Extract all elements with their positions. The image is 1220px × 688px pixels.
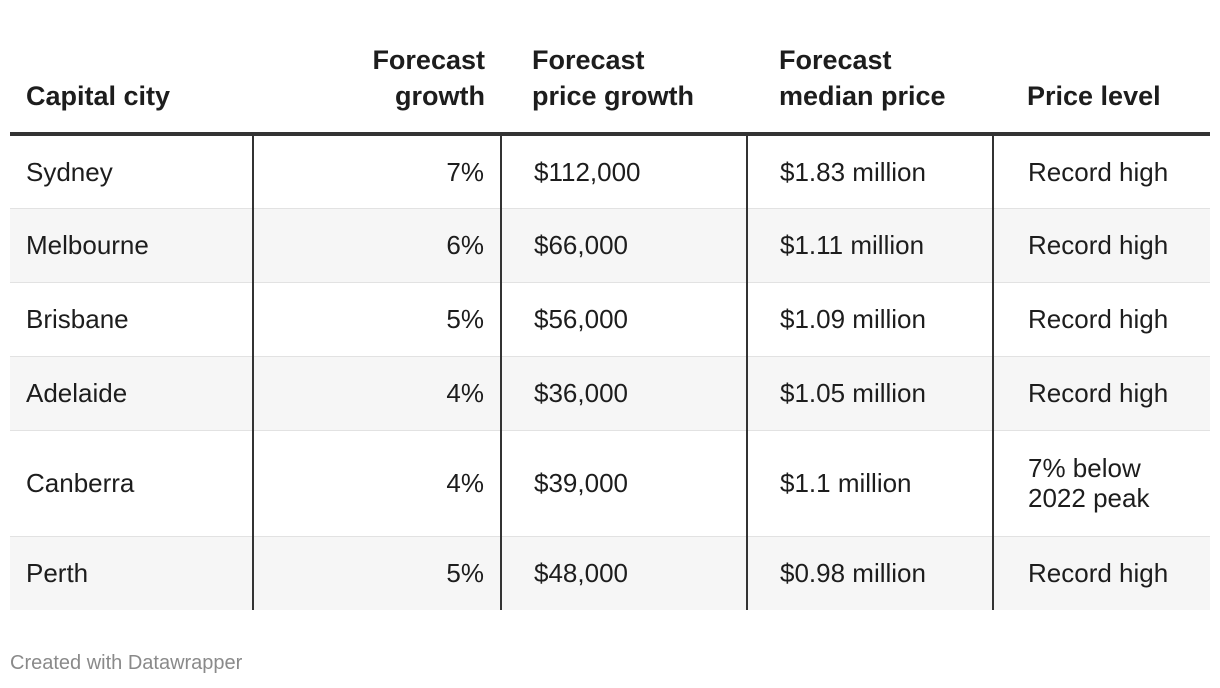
price-level-line: 7% below (1028, 453, 1141, 483)
cell-median-price: $1.09 million (747, 282, 994, 357)
cell-growth: 6% (253, 208, 502, 283)
cell-price-level: Record high (993, 536, 1210, 610)
header-price-level-line2: Price level (1027, 81, 1161, 111)
header-forecast-median-price-line2: median price (779, 81, 946, 111)
table-row: Melbourne 6% $66,000 $1.11 million Recor… (10, 208, 1210, 283)
header-forecast-growth-line1: Forecast (372, 45, 485, 75)
header-forecast-price-growth: Forecast price growth (501, 0, 747, 136)
cell-city: Melbourne (10, 208, 254, 283)
data-table-container: Capital city Forecast growth Forecast pr… (10, 0, 1210, 610)
price-level-line: Record high (1028, 156, 1169, 187)
cell-growth: 5% (253, 282, 502, 357)
cell-price-growth: $56,000 (501, 282, 748, 357)
header-price-level: Price level (993, 0, 1210, 136)
cell-city: Sydney (10, 134, 254, 209)
cell-price-growth: $39,000 (501, 430, 748, 537)
datawrapper-credit: Created with Datawrapper (10, 652, 243, 674)
price-level-line: Record high (1028, 230, 1169, 260)
table-row: Sydney 7% $112,000 $1.83 million Record … (10, 134, 1210, 209)
cell-city: Canberra (10, 430, 254, 537)
cell-price-level: Record high (993, 282, 1210, 357)
header-forecast-median-price: Forecast median price (747, 0, 993, 136)
price-level-line: Record high (1028, 558, 1169, 589)
cell-price-growth: $112,000 (501, 134, 748, 209)
header-capital-city-line2: Capital city (26, 81, 171, 111)
table-row: Perth 5% $48,000 $0.98 million Record hi… (10, 536, 1210, 610)
cell-growth: 4% (253, 430, 502, 537)
header-forecast-price-growth-line1: Forecast (532, 45, 645, 75)
table-row: Adelaide 4% $36,000 $1.05 million Record… (10, 356, 1210, 431)
cell-growth: 7% (253, 134, 502, 209)
cell-median-price: $1.05 million (747, 356, 994, 431)
cell-city: Adelaide (10, 356, 254, 431)
cell-price-growth: $36,000 (501, 356, 748, 431)
data-table: Capital city Forecast growth Forecast pr… (10, 0, 1210, 610)
cell-city: Brisbane (10, 282, 254, 357)
cell-price-growth: $66,000 (501, 208, 748, 283)
header-forecast-price-growth-line2: price growth (532, 81, 695, 111)
table-row: Brisbane 5% $56,000 $1.09 million Record… (10, 282, 1210, 357)
cell-median-price: $1.1 million (747, 430, 994, 537)
table-row: Canberra 4% $39,000 $1.1 million 7% belo… (10, 430, 1210, 537)
header-row: Capital city Forecast growth Forecast pr… (10, 0, 1210, 136)
cell-price-level: Record high (993, 356, 1210, 431)
table-header: Capital city Forecast growth Forecast pr… (10, 0, 1210, 136)
price-level-line: 2022 peak (1028, 483, 1150, 513)
header-capital-city: Capital city (10, 0, 253, 136)
cell-price-level: Record high (993, 134, 1210, 209)
cell-price-level: Record high (993, 208, 1210, 283)
cell-price-growth: $48,000 (501, 536, 748, 610)
header-forecast-median-price-line1: Forecast (779, 45, 892, 75)
price-level-line: Record high (1028, 304, 1169, 334)
cell-median-price: $0.98 million (747, 536, 994, 610)
header-forecast-growth: Forecast growth (253, 0, 501, 136)
price-level-line: Record high (1028, 378, 1169, 408)
cell-growth: 5% (253, 536, 502, 610)
cell-price-level: 7% below 2022 peak (993, 430, 1210, 537)
cell-growth: 4% (253, 356, 502, 431)
cell-median-price: $1.83 million (747, 134, 994, 209)
cell-median-price: $1.11 million (747, 208, 994, 283)
header-forecast-growth-line2: growth (395, 81, 485, 111)
cell-city: Perth (10, 536, 254, 610)
table-body: Sydney 7% $112,000 $1.83 million Record … (10, 134, 1210, 610)
